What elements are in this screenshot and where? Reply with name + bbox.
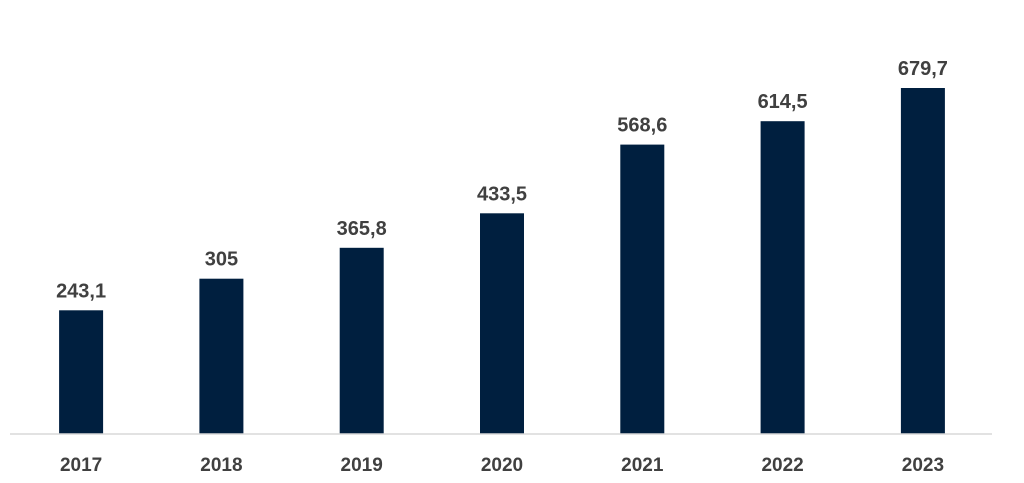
bar-2020 <box>480 213 524 434</box>
value-labels-layer: 243,1 305 365,8 433,5 568,6 614,5 679,7 <box>56 58 948 302</box>
bar-2019 <box>339 247 384 434</box>
bar-2021 <box>620 144 665 434</box>
data-label-2017: 243,1 <box>56 280 106 302</box>
x-tick-label-2019: 2019 <box>341 455 383 476</box>
bar-2023 <box>900 88 945 434</box>
x-tick-label-2020: 2020 <box>481 455 523 476</box>
data-label-2022: 614,5 <box>758 91 808 113</box>
bar-2018 <box>199 278 244 434</box>
x-tick-label-2021: 2021 <box>621 455 664 476</box>
data-label-2023: 679,7 <box>898 58 948 80</box>
bar-2022 <box>760 121 805 434</box>
data-label-2021: 568,6 <box>617 115 667 137</box>
data-label-2019: 365,8 <box>337 218 387 240</box>
data-label-2018: 305 <box>205 249 238 271</box>
x-tick-label-2022: 2022 <box>761 455 803 476</box>
bars-layer <box>59 88 945 434</box>
x-tick-label-2017: 2017 <box>60 455 102 476</box>
x-axis-ticks: 2017 2018 2019 2020 2021 2022 2023 <box>60 455 944 476</box>
x-tick-label-2018: 2018 <box>200 455 242 476</box>
data-label-2020: 433,5 <box>477 183 527 205</box>
bar-2017 <box>59 310 104 434</box>
x-tick-label-2023: 2023 <box>902 455 944 476</box>
